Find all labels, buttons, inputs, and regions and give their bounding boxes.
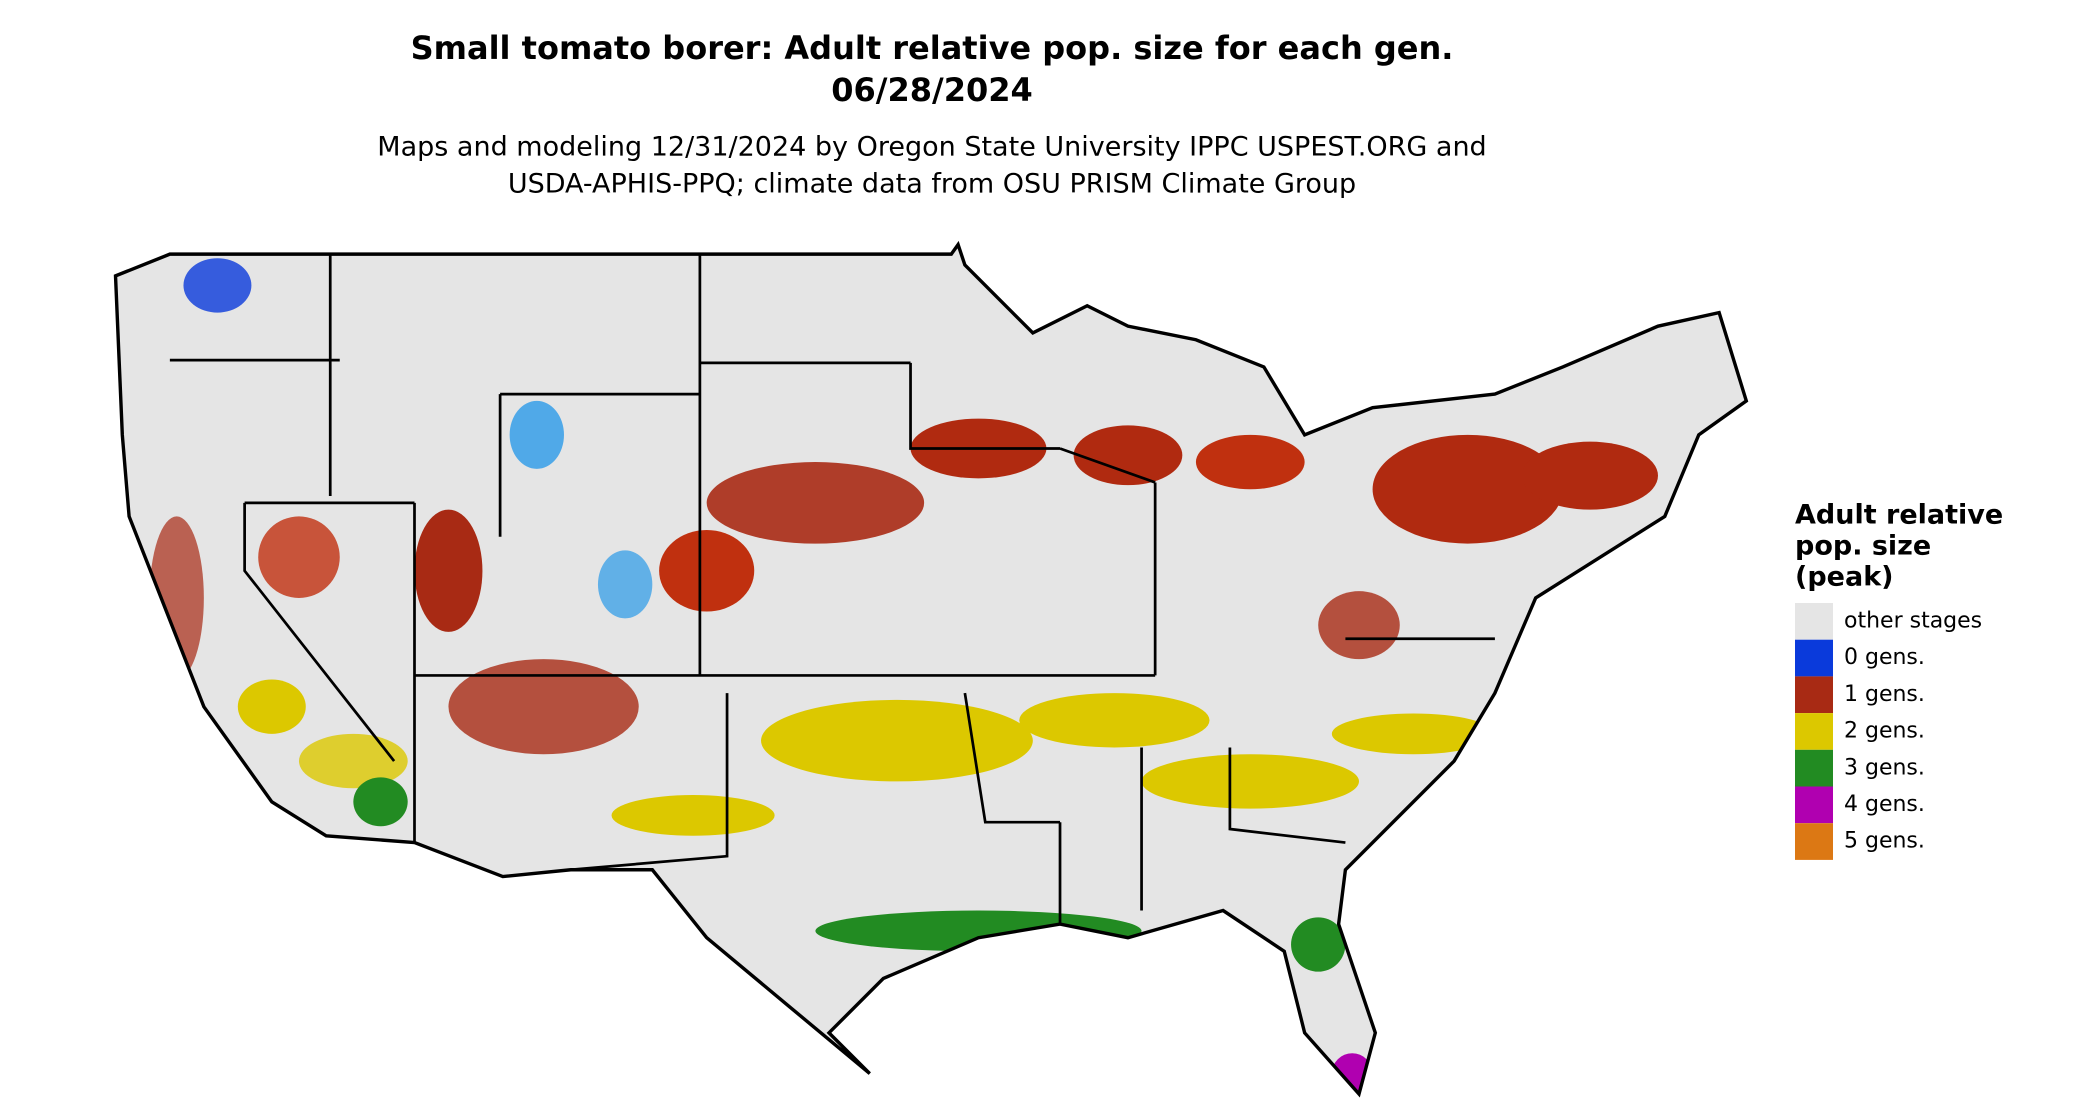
legend-label: 1 gens. <box>1844 682 1925 707</box>
legend-title: (peak) <box>1795 562 1894 593</box>
region <box>1318 591 1400 660</box>
legend-label: other stages <box>1844 609 1982 634</box>
legend-swatch <box>1795 713 1833 750</box>
region <box>1331 713 1495 755</box>
region <box>1291 917 1346 972</box>
region <box>706 462 925 544</box>
subtitle: USDA-APHIS-PPQ; climate data from OSU PR… <box>508 169 1356 200</box>
region <box>237 679 306 734</box>
region <box>1195 434 1305 490</box>
legend-label: 4 gens. <box>1844 792 1925 817</box>
region <box>659 530 755 612</box>
map <box>113 240 1749 1098</box>
region <box>597 550 653 619</box>
region <box>509 400 564 469</box>
region <box>1522 441 1658 510</box>
legend-swatch <box>1795 603 1833 640</box>
legend-title: Adult relative <box>1795 500 2003 531</box>
subtitle: Maps and modeling 12/31/2024 by Oregon S… <box>377 132 1486 163</box>
legend-label: 2 gens. <box>1844 719 1925 744</box>
region <box>1372 434 1563 544</box>
region <box>1141 754 1359 809</box>
region <box>353 777 408 827</box>
legend-swatch <box>1795 676 1833 714</box>
region <box>258 516 340 598</box>
region <box>611 795 775 836</box>
legend-swatch <box>1795 786 1833 824</box>
regions <box>149 258 1658 1094</box>
outline <box>113 240 1749 1098</box>
region <box>183 258 252 313</box>
legend-label: 3 gens. <box>1844 755 1925 780</box>
region <box>414 509 483 632</box>
legend-title: pop. size <box>1795 531 1931 562</box>
legend-swatch <box>1795 823 1833 860</box>
region <box>448 659 639 755</box>
legend-label: 5 gens. <box>1844 829 1925 854</box>
region <box>761 699 1033 782</box>
region <box>149 516 204 680</box>
state-lines <box>169 254 1495 925</box>
title: Small tomato borer: Adult relative pop. … <box>411 29 1454 67</box>
region <box>1019 693 1210 748</box>
legend-label: 0 gens. <box>1844 645 1925 670</box>
legend-swatch <box>1795 749 1833 787</box>
region <box>1073 425 1183 486</box>
title-date: 06/28/2024 <box>831 71 1033 109</box>
land <box>115 244 1747 1094</box>
legend-swatch <box>1795 639 1833 677</box>
region <box>298 733 408 789</box>
